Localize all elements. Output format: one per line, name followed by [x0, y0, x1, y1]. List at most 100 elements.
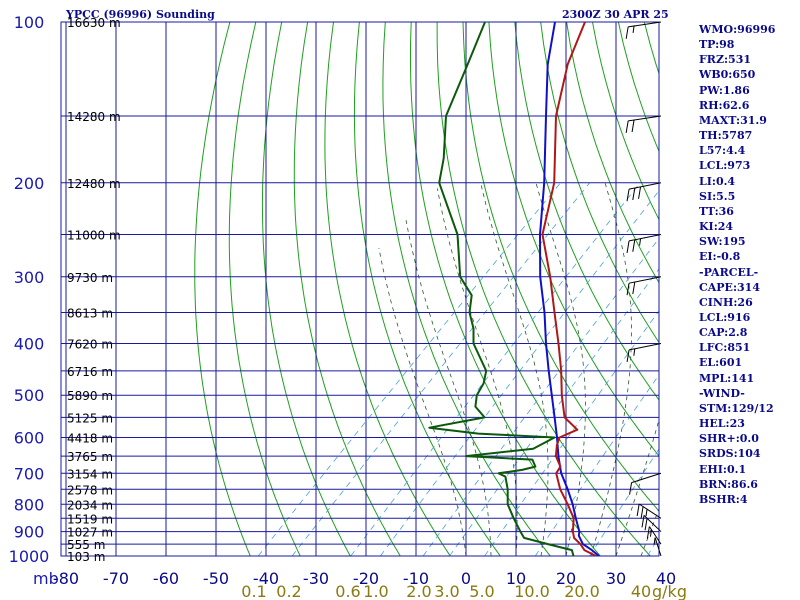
- mixing-ratio-line: [291, 182, 591, 556]
- pressure-tick-label: 400: [14, 335, 45, 354]
- parcel-trace: [539, 22, 600, 556]
- temperature-tick-label: 0: [461, 569, 471, 588]
- index-item: SW:195: [699, 235, 746, 249]
- index-item: HEL:23: [699, 417, 745, 431]
- height-label: 11000 m: [67, 228, 121, 242]
- temperature-tick-label: -20: [353, 569, 379, 588]
- index-item: L57:4.4: [699, 144, 746, 158]
- plot-frame: [60, 21, 660, 557]
- wind-barb: [653, 537, 662, 557]
- height-label: 2578 m: [67, 483, 113, 497]
- dry-adiabat: [382, 22, 551, 556]
- index-item: MPL:141: [699, 371, 755, 385]
- index-item: -PARCEL-: [699, 265, 759, 279]
- index-item: SRDS:104: [699, 447, 761, 461]
- height-label: 555 m: [67, 538, 105, 552]
- index-item: LFC:851: [699, 341, 751, 355]
- dry-adiabat: [353, 22, 501, 556]
- height-label: 4418 m: [67, 432, 113, 446]
- index-item: -WIND-: [699, 386, 745, 400]
- moist-adiabat: [640, 507, 659, 556]
- temperature-tick-label: -70: [103, 569, 129, 588]
- mixing-ratio-label: 0.1: [241, 582, 266, 600]
- mixing-ratio-label: 40: [631, 582, 651, 600]
- mixing-ratio-line: [350, 182, 641, 556]
- index-item: LI:0.4: [699, 174, 736, 188]
- temperature-tick-label: -40: [253, 569, 279, 588]
- index-item: EI:-0.8: [699, 250, 741, 264]
- moist-adiabat: [437, 188, 518, 556]
- pressure-tick-label: 900: [14, 523, 45, 542]
- index-item: BSHR:4: [699, 492, 748, 506]
- index-item: WMO:96996: [699, 23, 776, 36]
- index-item: FRZ:531: [699, 53, 752, 67]
- temperature-tick-label: 20: [556, 569, 576, 588]
- mixing-ratio-line: [422, 237, 659, 556]
- pressure-tick-label: 600: [14, 429, 45, 448]
- wind-barb: [626, 276, 662, 296]
- index-item: CINH:26: [699, 295, 753, 309]
- observation-time: 2300Z 30 APR 25: [562, 8, 669, 21]
- height-label: 3154 m: [67, 467, 113, 481]
- wind-barb: [626, 182, 662, 202]
- index-item: LCL:973: [699, 159, 751, 173]
- mixing-ratio-label: 2.0: [406, 582, 431, 600]
- temperature-tick-label: 10: [506, 569, 526, 588]
- temperature-tick-label: -10: [403, 569, 429, 588]
- wind-barb: [625, 21, 662, 39]
- height-label: 6716 m: [67, 365, 113, 379]
- index-item: STM:129/12: [699, 401, 774, 415]
- mixing-ratio-label: 0.2: [276, 582, 301, 600]
- mixing-ratio-line: [257, 182, 561, 556]
- wind-barb: [629, 472, 662, 495]
- moist-adiabat: [378, 247, 467, 556]
- index-item: PW:1.86: [699, 83, 750, 97]
- dry-adiabat: [790, 0, 800, 567]
- pressure-tick-label: 1000: [9, 547, 50, 566]
- index-item: RH:62.6: [699, 98, 750, 112]
- index-item: LCL:916: [699, 310, 751, 324]
- index-item: KI:24: [699, 220, 734, 234]
- wind-barb: [626, 343, 662, 362]
- height-label: 14280 m: [67, 110, 121, 124]
- index-item: CAP:2.8: [699, 326, 748, 340]
- temperature-tick-label: 30: [606, 569, 626, 588]
- index-item: SI:5.5: [699, 189, 736, 203]
- height-label: 16630 m: [67, 16, 121, 30]
- moist-adiabat: [405, 220, 492, 556]
- index-item: SHR+:0.0: [699, 432, 759, 446]
- mixing-ratio-line: [449, 268, 659, 556]
- temperature-tick-label: 40: [656, 569, 676, 588]
- mixing-ratio-label: 20.0: [564, 582, 600, 600]
- pressure-tick-label: 700: [14, 464, 45, 483]
- temperature-trace: [541, 22, 597, 556]
- mixing-ratio-label: 3.0: [434, 582, 459, 600]
- sounding-traces: [428, 22, 600, 556]
- dry-adiabat: [293, 22, 401, 556]
- height-label: 8613 m: [67, 307, 113, 321]
- mixing-ratio-label: 10.0: [514, 582, 550, 600]
- height-label: 3765 m: [67, 450, 113, 464]
- height-label: 1027 m: [67, 526, 113, 540]
- wind-barb: [636, 503, 662, 519]
- chart-grid: [60, 21, 660, 557]
- pressure-tick-label: 200: [14, 174, 45, 193]
- dry-adiabat: [261, 22, 351, 556]
- wind-barb: [641, 515, 662, 532]
- index-item: TP:98: [699, 38, 735, 52]
- height-label: 12480 m: [67, 177, 121, 191]
- mixing-ratio-unit: g/kg: [652, 582, 687, 600]
- mixing-ratio-label: 5.0: [469, 582, 494, 600]
- height-label: 2034 m: [67, 498, 113, 512]
- station-title: YPCC (96996) Sounding: [66, 8, 215, 21]
- temperature-tick-label: -80: [53, 569, 79, 588]
- height-label: 103 m: [67, 550, 105, 564]
- height-label: 9730 m: [67, 271, 113, 285]
- dewpoint-trace: [428, 22, 575, 556]
- pressure-tick-label: 300: [14, 268, 45, 287]
- index-item: CAPE:314: [699, 280, 760, 294]
- height-label: 1519 m: [67, 512, 113, 526]
- index-item: BRN:86.6: [699, 477, 758, 491]
- temperature-tick-label: -50: [203, 569, 229, 588]
- pressure-tick-label: 800: [14, 495, 45, 514]
